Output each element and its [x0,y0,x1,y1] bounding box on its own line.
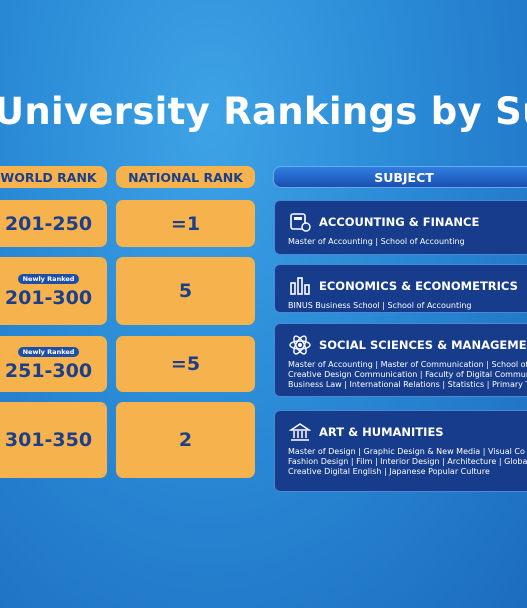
column-header: NATIONAL RANK [116,166,255,188]
badge: Newly Ranked [17,346,80,357]
subject-icon [289,423,311,441]
national-rank-box: =5 [116,336,255,392]
program-line: BINUS Business School | School of Accoun… [288,301,472,310]
title: University Rankings by Su [0,90,527,133]
program-line: Business Law | International Relations |… [288,380,527,389]
subject-icon [290,277,310,295]
national-rank: 2 [178,429,193,451]
world-rank: 201-300 [4,286,93,309]
world-rank-box: 201-250 [0,200,107,247]
world-rank: 301-350 [4,429,93,451]
national-rank: =1 [170,212,201,235]
column-header: WORLD RANK [0,166,107,188]
program-line: Master of Accounting | Master of Communi… [288,360,527,369]
national-rank-box: 5 [116,257,255,325]
subject-title: ECONOMICS & ECONOMETRICS [319,279,518,293]
column-header: SUBJECT [273,166,527,188]
world-rank-box: Newly Ranked 201-300 [0,257,107,325]
subject-title: SOCIAL SCIENCES & MANAGEMENT [319,338,527,352]
subject-card: ART & HUMANITIES Master of Design | Graph… [274,410,527,492]
world-rank-box: Newly Ranked 251-300 [0,336,107,392]
program-line: Master of Design | Graphic Design & New … [288,447,525,456]
world-rank-box: 301-350 [0,402,107,478]
program-line: Master of Accounting | School of Account… [288,237,465,246]
world-rank: 251-300 [4,359,93,382]
program-line: Creative Digital English | Japanese Popu… [288,467,490,476]
subject-title: ART & HUMANITIES [319,425,444,439]
national-rank-box: 2 [116,402,255,478]
subject-title: ACCOUNTING & FINANCE [319,215,480,229]
subject-icon [290,213,311,232]
subject-card: ECONOMICS & ECONOMETRICS BINUS Business S… [274,264,527,313]
subject-card: ACCOUNTING & FINANCE Master of Accounting… [274,200,527,255]
national-rank: =5 [170,353,201,375]
national-rank-box: =1 [116,200,255,247]
program-line: Fashion Design | Film | Interior Design … [288,457,527,466]
badge: Newly Ranked [17,273,80,284]
subject-card: SOCIAL SCIENCES & MANAGEMENT Master of Ac… [274,323,527,397]
world-rank: 201-250 [4,212,93,235]
program-line: Creative Design Communication | Faculty … [288,370,527,379]
national-rank: 5 [178,280,193,302]
subject-icon [289,335,311,355]
